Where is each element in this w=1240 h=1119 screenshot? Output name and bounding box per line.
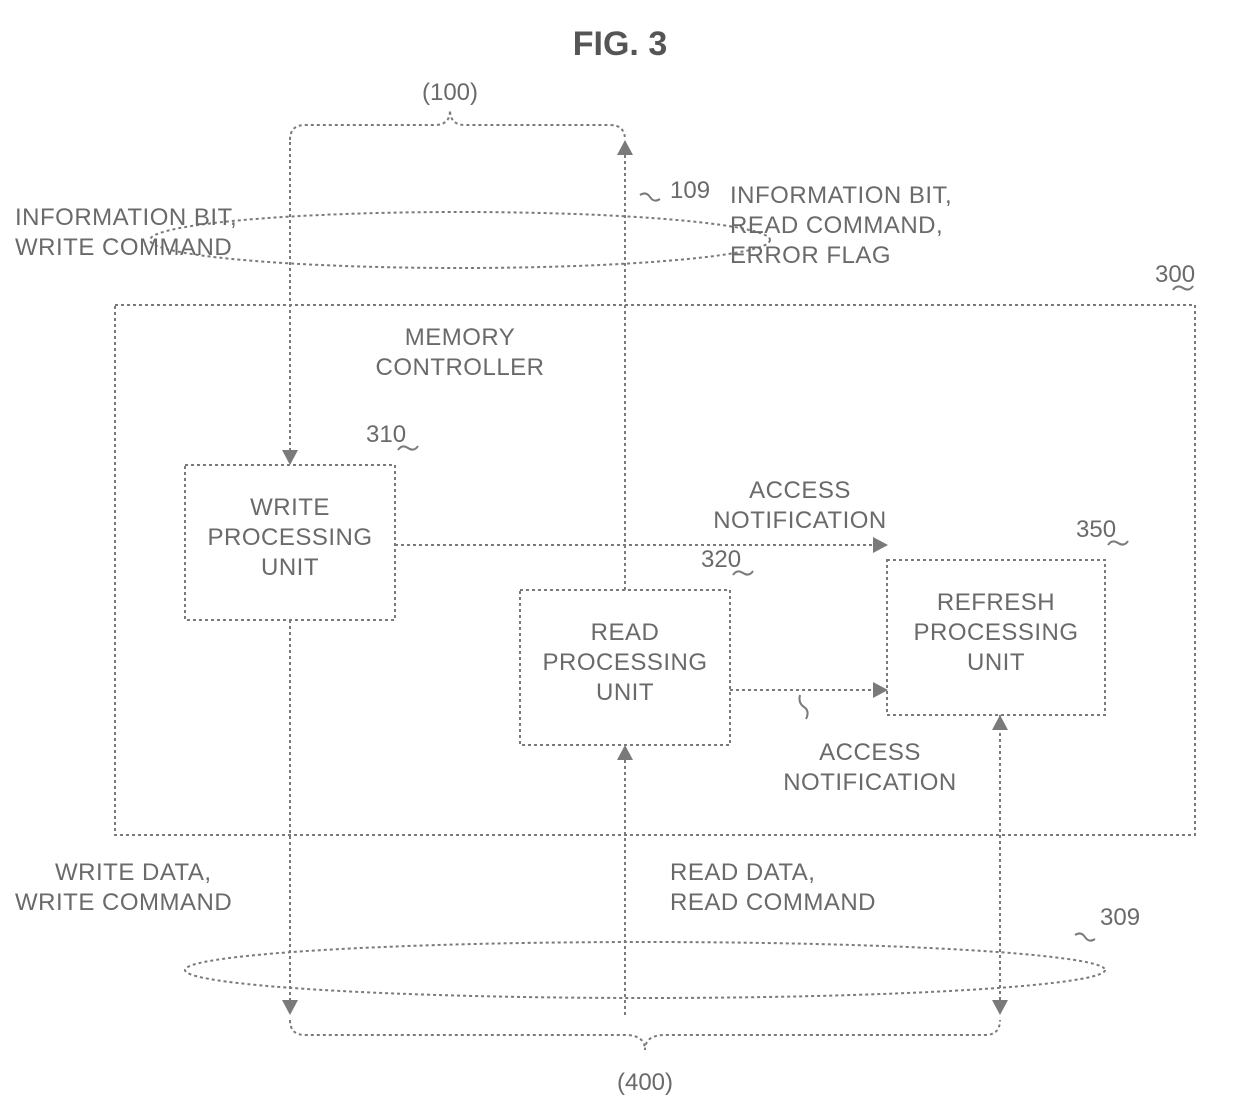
- ref-320: 320: [701, 546, 741, 573]
- controller-label-2: CONTROLLER: [375, 354, 544, 381]
- refresh-unit-l2: PROCESSING: [913, 619, 1078, 646]
- controller-label-1: MEMORY: [405, 324, 516, 351]
- refresh-unit-l3: UNIT: [967, 649, 1025, 676]
- bottom-brace: [290, 1020, 1000, 1050]
- label-info-bit-write-2: WRITE COMMAND: [15, 234, 232, 261]
- access-notif-bot-1: ACCESS: [819, 739, 921, 766]
- ref-top-bus: (100): [422, 79, 478, 106]
- arrowhead-read-up-bottom: [617, 745, 633, 760]
- write-unit-l2: PROCESSING: [207, 524, 372, 551]
- arrowhead-read-out: [617, 140, 633, 155]
- refresh-unit-l1: REFRESH: [937, 589, 1055, 616]
- read-data-l2: READ COMMAND: [670, 889, 876, 916]
- write-unit-l1: WRITE: [250, 494, 330, 521]
- arrowhead-refresh-up: [992, 715, 1008, 730]
- arrowhead-refresh-down: [992, 1000, 1008, 1015]
- top-brace: [290, 110, 625, 140]
- figure-title: FIG. 3: [573, 25, 667, 63]
- ref-309: 309: [1100, 904, 1140, 931]
- write-unit-l3: UNIT: [261, 554, 319, 581]
- squiggle-access-2: [800, 695, 808, 719]
- access-notif-bot-2: NOTIFICATION: [783, 769, 957, 796]
- label-info-bit-read-2: READ COMMAND,: [730, 212, 943, 239]
- ref-109: 109: [670, 177, 710, 204]
- read-unit-l2: PROCESSING: [542, 649, 707, 676]
- bus-bottom-ellipse: [185, 942, 1105, 998]
- arrowhead-write-in: [282, 450, 298, 465]
- ref-310: 310: [366, 421, 406, 448]
- access-notif-top-2: NOTIFICATION: [713, 507, 887, 534]
- write-data-l1: WRITE DATA,: [55, 859, 212, 886]
- read-data-l1: READ DATA,: [670, 859, 815, 886]
- ref-300: 300: [1155, 261, 1195, 288]
- label-info-bit-read-1: INFORMATION BIT,: [730, 182, 952, 209]
- arrowhead-to-refresh-top: [873, 537, 888, 553]
- bus-top-ellipse: [150, 212, 770, 268]
- label-info-bit-write-1: INFORMATION BIT,: [15, 204, 237, 231]
- read-unit-l1: READ: [591, 619, 660, 646]
- label-info-bit-read-3: ERROR FLAG: [730, 242, 891, 269]
- write-data-l2: WRITE COMMAND: [15, 889, 232, 916]
- squiggle-109: [640, 193, 660, 200]
- read-unit-l3: UNIT: [596, 679, 654, 706]
- ref-350: 350: [1076, 516, 1116, 543]
- ref-bottom-bus: (400): [617, 1069, 673, 1096]
- squiggle-309: [1075, 933, 1095, 940]
- access-notif-top-1: ACCESS: [749, 477, 851, 504]
- arrowhead-write-down: [282, 1000, 298, 1015]
- arrowhead-read-to-refresh: [873, 682, 888, 698]
